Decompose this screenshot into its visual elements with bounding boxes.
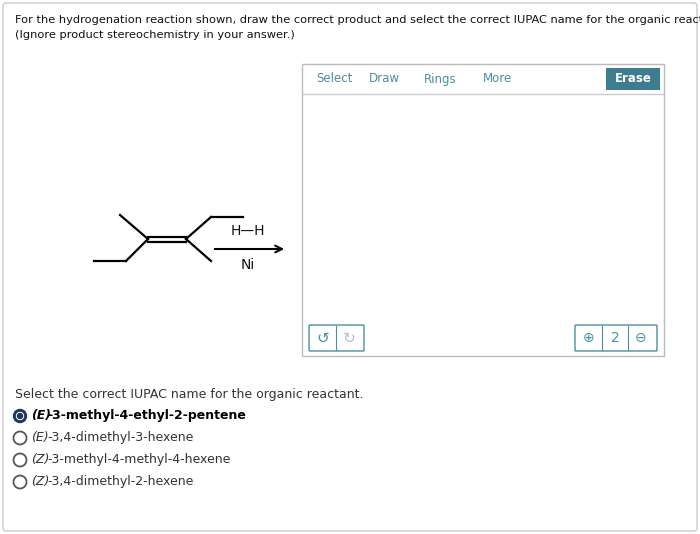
Text: More: More — [484, 73, 512, 85]
Text: -3-methyl-4-methyl-4-hexene: -3-methyl-4-methyl-4-hexene — [47, 453, 230, 467]
Text: 2: 2 — [610, 331, 620, 345]
Text: ⊖: ⊖ — [635, 331, 647, 345]
FancyBboxPatch shape — [302, 64, 664, 356]
Text: Ni: Ni — [241, 258, 255, 272]
Text: ↻: ↻ — [342, 331, 356, 345]
FancyBboxPatch shape — [575, 325, 657, 351]
Text: -3,4-dimethyl-3-hexene: -3,4-dimethyl-3-hexene — [47, 431, 193, 444]
Text: Select the correct IUPAC name for the organic reactant.: Select the correct IUPAC name for the or… — [15, 388, 363, 401]
Text: Draw: Draw — [368, 73, 400, 85]
Text: (Z): (Z) — [31, 453, 50, 467]
Circle shape — [13, 410, 27, 422]
Text: (Ignore product stereochemistry in your answer.): (Ignore product stereochemistry in your … — [15, 30, 295, 40]
Text: ↺: ↺ — [316, 331, 330, 345]
Text: For the hydrogenation reaction shown, draw the correct product and select the co: For the hydrogenation reaction shown, dr… — [15, 15, 700, 25]
Circle shape — [17, 412, 24, 420]
Text: Select: Select — [316, 73, 352, 85]
Text: -3,4-dimethyl-2-hexene: -3,4-dimethyl-2-hexene — [47, 475, 193, 489]
Circle shape — [18, 413, 22, 419]
Text: (E): (E) — [31, 410, 51, 422]
Text: Rings: Rings — [424, 73, 456, 85]
FancyBboxPatch shape — [309, 325, 364, 351]
FancyBboxPatch shape — [3, 3, 697, 531]
Text: Erase: Erase — [615, 73, 652, 85]
Text: H—H: H—H — [231, 224, 265, 238]
Text: -3-methyl-4-ethyl-2-pentene: -3-methyl-4-ethyl-2-pentene — [47, 410, 246, 422]
Text: (Z): (Z) — [31, 475, 50, 489]
Text: ⊕: ⊕ — [583, 331, 595, 345]
Text: (E): (E) — [31, 431, 48, 444]
FancyBboxPatch shape — [606, 68, 660, 90]
